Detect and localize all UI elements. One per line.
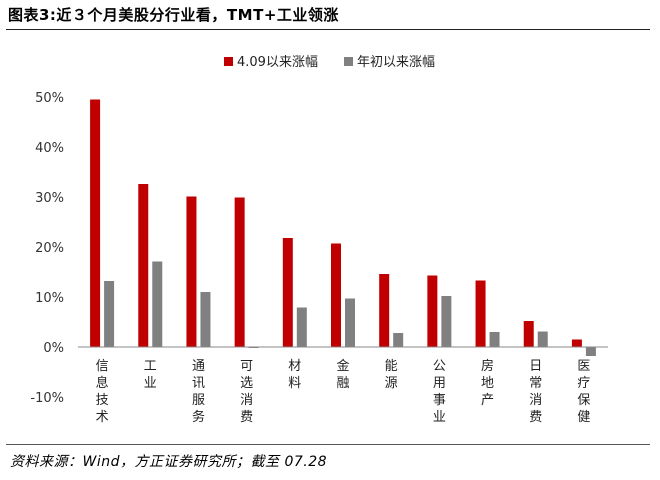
x-tick-label: 信息技术	[96, 359, 109, 425]
bar-since-0409-8	[427, 275, 438, 347]
bar-since-0409-11	[571, 339, 582, 347]
legend-label-2: 年初以来涨幅	[357, 55, 435, 70]
bar-since-0409-7	[379, 274, 390, 347]
legend-label-1: 4.09以来涨幅	[237, 55, 318, 70]
bar-ytd-7	[393, 333, 404, 347]
x-tick-label: 能源	[385, 359, 398, 391]
title-divider	[6, 29, 650, 30]
bar-ytd-6	[345, 298, 355, 347]
legend-swatch-2	[344, 57, 353, 66]
bar-since-0409-6	[331, 243, 341, 347]
x-tick-label: 工业	[144, 359, 157, 391]
legend-swatch-1	[224, 57, 233, 66]
y-tick-label: 20%	[35, 241, 64, 256]
figure-title: 图表3:近３个月美股分行业看，TMT+工业领涨	[8, 6, 339, 24]
bar-since-0409-2	[138, 184, 149, 347]
y-tick-label: 40%	[35, 141, 64, 156]
x-tick-label: 医疗保健	[577, 359, 590, 425]
x-tick-label: 日常消费	[529, 359, 542, 425]
bar-since-0409-1	[90, 99, 101, 347]
y-tick-label: 10%	[35, 291, 64, 306]
y-axis: -10% 0% 10% 20% 30% 40% 50%	[30, 91, 64, 406]
source-note: 资料来源：Wind，方正证券研究所；截至 07.28	[10, 454, 328, 470]
bar-chart: 4.09以来涨幅 年初以来涨幅 -10% 0% 10% 20% 30% 40% 50% 信息技…	[30, 55, 608, 425]
x-tick-label: 金融	[336, 358, 349, 391]
x-tick-label: 可选消费	[240, 359, 253, 425]
bar-ytd-8	[441, 296, 452, 347]
x-axis-labels: 信息技术 工业 通讯服务 可选消费 材料 金融 能源 公用事业 房地产 日常消费 医疗保健	[96, 358, 591, 425]
x-tick-label: 通讯服务	[192, 359, 205, 425]
bar-ytd-5	[296, 307, 307, 347]
source-divider	[6, 444, 650, 445]
bar-group	[90, 99, 596, 356]
x-tick-label: 材料	[288, 359, 301, 391]
bar-since-0409-3	[186, 196, 197, 347]
bar-ytd-9	[489, 332, 500, 347]
bar-since-0409-5	[282, 238, 293, 347]
bar-ytd-2	[152, 261, 163, 347]
y-tick-label: 0%	[43, 341, 64, 356]
bar-ytd-11	[585, 347, 596, 356]
bar-ytd-1	[104, 281, 115, 347]
bar-since-0409-10	[523, 321, 534, 347]
x-tick-label: 房地产	[481, 358, 494, 408]
y-tick-label: -10%	[30, 391, 64, 406]
y-tick-label: 50%	[35, 91, 64, 106]
bar-ytd-3	[200, 292, 211, 347]
bar-since-0409-9	[475, 280, 486, 347]
y-tick-label: 30%	[35, 191, 64, 206]
x-tick-label: 公用事业	[433, 359, 446, 425]
bar-since-0409-4	[234, 197, 245, 347]
bar-ytd-10	[537, 331, 548, 347]
chart-legend: 4.09以来涨幅 年初以来涨幅	[224, 55, 435, 70]
